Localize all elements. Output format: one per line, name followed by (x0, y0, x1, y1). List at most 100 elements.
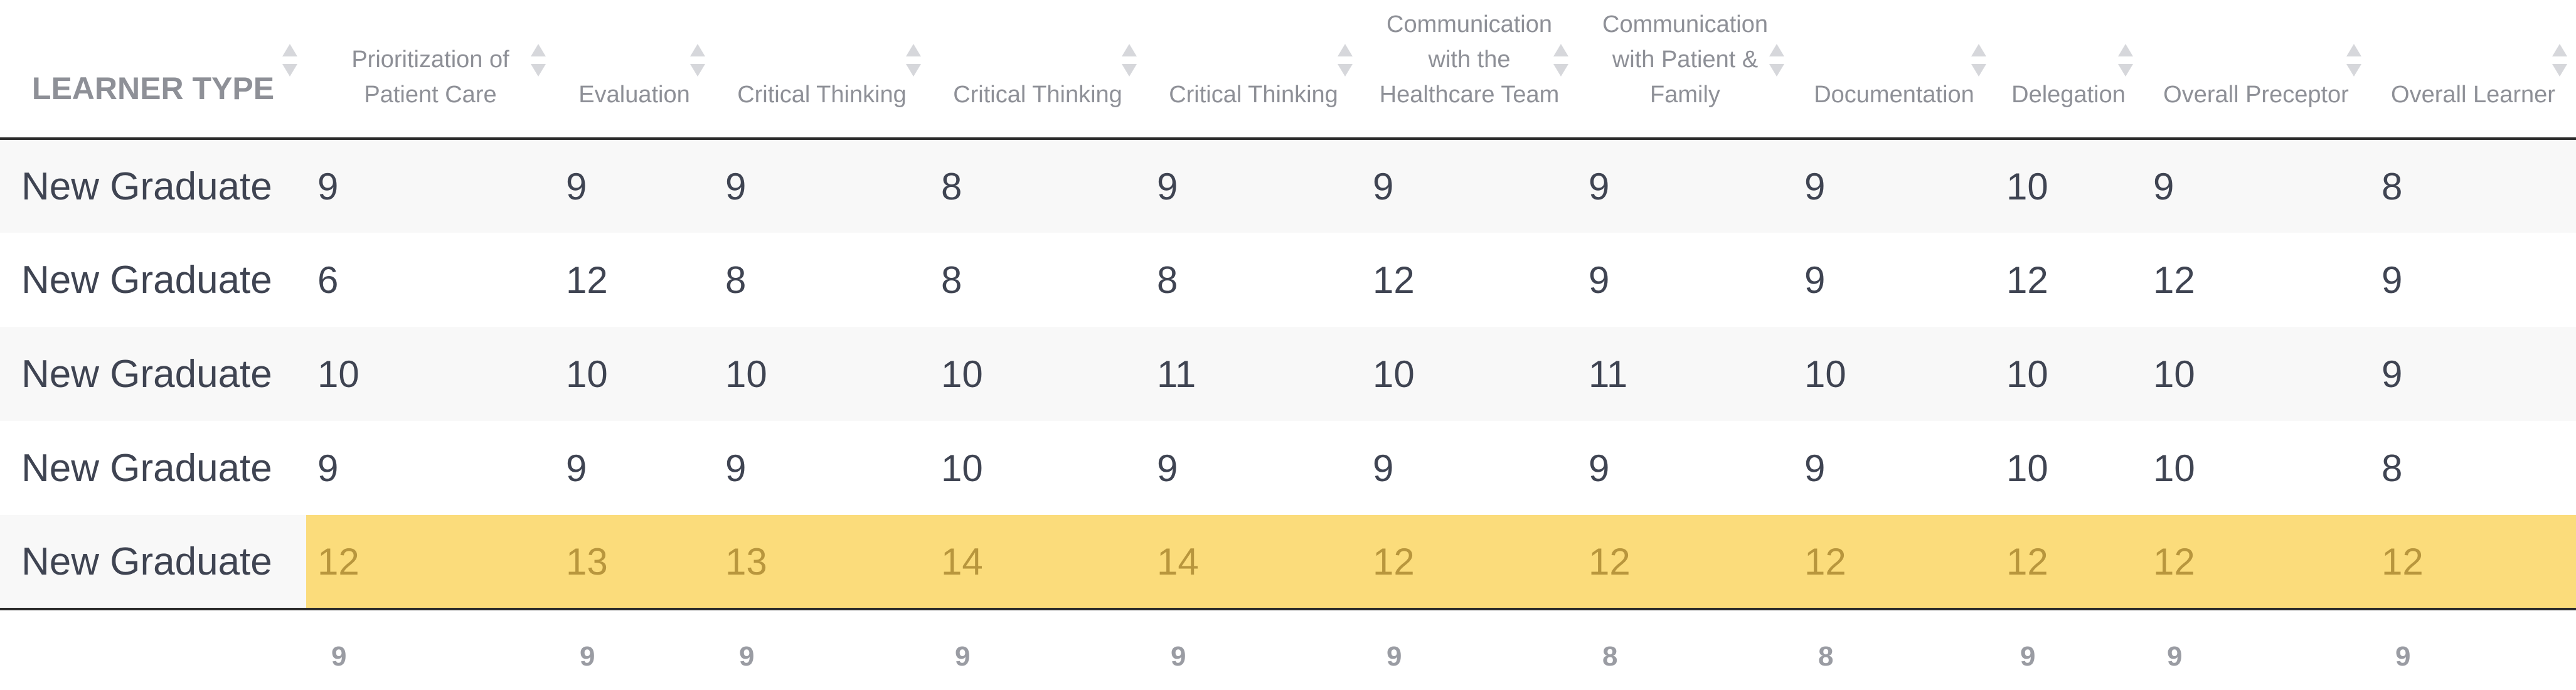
score-cell: 8 (725, 258, 747, 301)
score-cell: 9 (1804, 165, 1826, 208)
column-header-11[interactable]: Overall Learner (2370, 0, 2576, 140)
column-header-label: Critical Thinking (730, 77, 914, 112)
score-cell: 9 (725, 447, 747, 489)
sort-arrows-icon[interactable] (690, 44, 705, 77)
score-cell: 9 (2382, 353, 2403, 395)
footer-value-cell: 9 (1386, 641, 1402, 672)
footer-value-cell: 8 (1818, 641, 1834, 672)
column-header-9[interactable]: Delegation (1995, 0, 2142, 140)
column-header-label: Documentation (1806, 77, 1982, 112)
table-row: New Graduate 12 13 13 14 14 12 12 12 12 12 12 (0, 515, 2576, 610)
column-header-5[interactable]: Critical Thinking (1146, 0, 1361, 140)
score-cell: 12 (1995, 515, 2142, 610)
score-cell: 10 (725, 353, 767, 395)
column-header-line: Documentation (1814, 82, 1974, 108)
column-header-4[interactable]: Critical Thinking (930, 0, 1146, 140)
table-row: New Graduate 9 9 9 8 9 9 9 9 10 9 8 (0, 139, 2576, 233)
learner-type-cell: New Graduate (21, 258, 272, 302)
sort-arrows-icon[interactable] (1122, 44, 1137, 77)
sort-arrows-icon[interactable] (2346, 44, 2361, 77)
score-cell: 6 (317, 258, 339, 301)
sort-arrows-icon[interactable] (2118, 44, 2133, 77)
column-header-line: Communication (1602, 11, 1768, 38)
score-cell: 10 (317, 353, 359, 395)
column-header-line: Critical Thinking (737, 82, 907, 108)
score-cell: 9 (566, 165, 587, 208)
column-header-label: Delegation (2004, 77, 2133, 112)
score-cell: 14 (930, 515, 1146, 610)
score-cell: 10 (1804, 353, 1846, 395)
score-cell: 8 (2382, 447, 2403, 489)
score-cell: 9 (1157, 447, 1178, 489)
score-cell: 9 (1157, 165, 1178, 208)
sort-arrows-icon[interactable] (1338, 44, 1353, 77)
sort-arrows-icon[interactable] (1769, 44, 1784, 77)
footer-value-cell: 9 (2020, 641, 2036, 672)
footer-totals-row: 9 9 9 9 9 9 8 8 9 9 9 (0, 609, 2576, 678)
learner-type-cell: New Graduate (21, 164, 272, 208)
score-cell: 8 (1157, 258, 1178, 301)
column-header-8[interactable]: Documentation (1793, 0, 1995, 140)
column-header-label: Critical Thinking (945, 77, 1130, 112)
sort-arrows-icon[interactable] (282, 44, 297, 77)
column-header-line: Evaluation (578, 82, 690, 108)
column-header-label: Communication with Patient & Family (1595, 7, 1775, 112)
column-header-10[interactable]: Overall Preceptor (2142, 0, 2370, 140)
score-cell: 9 (725, 165, 747, 208)
column-header-6[interactable]: Communication with the Healthcare Team (1361, 0, 1577, 140)
sort-arrows-icon[interactable] (906, 44, 921, 77)
column-header-label: Overall Learner (2383, 77, 2563, 112)
footer-value-cell: 9 (580, 641, 595, 672)
footer-label-cell (0, 609, 306, 678)
score-cell: 10 (2006, 353, 2048, 395)
score-cell: 9 (2382, 258, 2403, 301)
sort-arrows-icon[interactable] (1971, 44, 1986, 77)
score-cell: 9 (2153, 165, 2174, 208)
sort-arrows-icon[interactable] (1553, 44, 1568, 77)
table-row: New Graduate 9 9 9 10 9 9 9 9 10 10 8 (0, 421, 2576, 515)
score-cell: 9 (317, 447, 339, 489)
score-cell: 12 (1361, 515, 1577, 610)
score-cell: 10 (941, 447, 983, 489)
column-header-label: Evaluation (571, 77, 697, 112)
table-row: New Graduate 6 12 8 8 8 12 9 9 12 12 9 (0, 233, 2576, 327)
score-cell: 10 (2153, 447, 2195, 489)
score-cell: 10 (941, 353, 983, 395)
score-cell: 9 (1589, 165, 1610, 208)
column-header-1[interactable]: Prioritization of Patient Care (306, 0, 555, 140)
column-header-2[interactable]: Evaluation (555, 0, 714, 140)
score-cell: 13 (555, 515, 714, 610)
score-cell: 12 (2370, 515, 2576, 610)
column-header-line: Critical Thinking (953, 82, 1122, 108)
score-cell: 10 (2006, 165, 2048, 208)
column-header-label: Communication with the Healthcare Team (1372, 7, 1567, 112)
footer-value-cell: 9 (739, 641, 755, 672)
score-cell: 12 (1577, 515, 1793, 610)
score-cell: 12 (2006, 258, 2048, 301)
column-header-line: Patient Care (364, 82, 497, 108)
score-cell: 12 (1793, 515, 1995, 610)
column-header-label: Prioritization of Patient Care (344, 42, 516, 112)
score-cell: 9 (1589, 447, 1610, 489)
score-cell: 14 (1146, 515, 1361, 610)
footer-value-cell: 9 (1171, 641, 1186, 672)
score-cell: 12 (1373, 258, 1415, 301)
column-header-learner-type[interactable]: LEARNER TYPE (0, 0, 306, 140)
column-header-line: with Patient & (1612, 46, 1759, 73)
sort-arrows-icon[interactable] (2552, 44, 2567, 77)
learner-type-cell: New Graduate (0, 515, 306, 610)
footer-value-cell: 9 (2167, 641, 2183, 672)
score-cell: 12 (2153, 258, 2195, 301)
table-row: New Graduate 10 10 10 10 11 10 11 10 10 10 9 (0, 327, 2576, 421)
column-header-3[interactable]: Critical Thinking (714, 0, 930, 140)
column-header-line: Healthcare Team (1379, 82, 1560, 108)
learner-type-cell: New Graduate (21, 352, 272, 396)
footer-value-cell: 8 (1602, 641, 1618, 672)
score-cell: 9 (317, 165, 339, 208)
footer-value-cell: 9 (2395, 641, 2411, 672)
score-cell: 9 (1373, 447, 1394, 489)
column-header-7[interactable]: Communication with Patient & Family (1577, 0, 1793, 140)
footer-value-cell: 9 (331, 641, 347, 672)
sort-arrows-icon[interactable] (531, 44, 546, 77)
score-cell: 10 (2153, 353, 2195, 395)
